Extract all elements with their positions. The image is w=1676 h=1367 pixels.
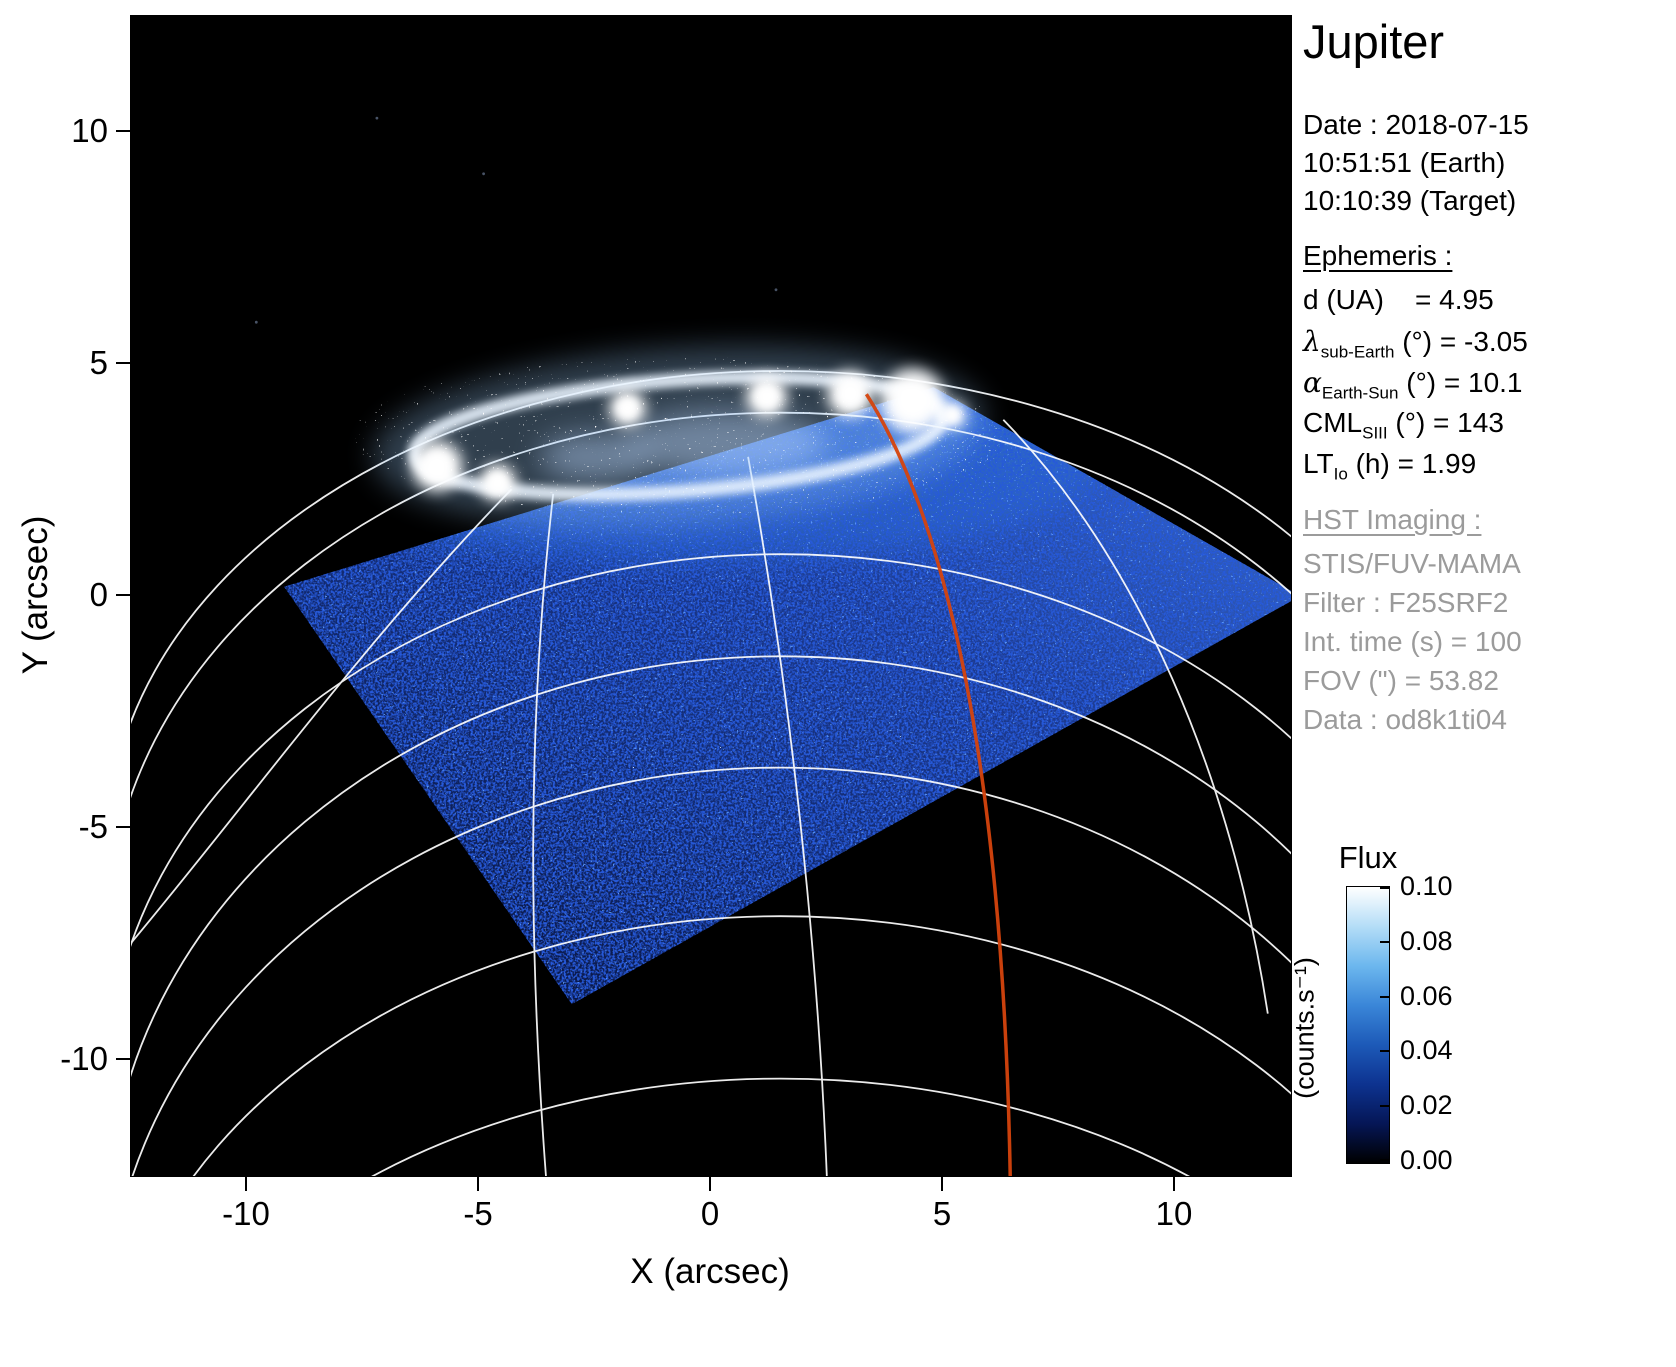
date-block: Date : 2018-07-15 10:51:51 (Earth) 10:10… [1303, 106, 1529, 220]
colorbar-tick-label: 0.08 [1400, 925, 1453, 956]
x-tick-label: -10 [222, 1195, 270, 1232]
x-tick [244, 1177, 248, 1191]
x-tick-label: 10 [1155, 1195, 1193, 1232]
ephemeris-heading: Ephemeris : [1303, 240, 1453, 271]
figure-title: Jupiter [1303, 15, 1445, 68]
colorbar-tick-label: 0.10 [1400, 871, 1453, 901]
colorbar-tick-label: 0.06 [1400, 980, 1453, 1011]
colorbar-tick [1380, 1105, 1389, 1108]
ephemeris-text: CML [1303, 407, 1363, 438]
plot-area [130, 15, 1292, 1177]
ephemeris-subscript: Earth-Sun [1321, 383, 1399, 403]
plot-canvas [131, 16, 1291, 1176]
colorbar-tick-label: 0.00 [1400, 1145, 1453, 1175]
y-tick [116, 1057, 130, 1061]
ephemeris-text: (°) = 10.1 [1398, 367, 1523, 398]
ephemeris-subscript: sub-Earth [1320, 342, 1395, 362]
ephemeris-row: d (UA) = 4.95 [1303, 284, 1528, 325]
x-tick [476, 1177, 480, 1191]
y-tick-label: -10 [60, 1040, 108, 1077]
colorbar-tick-label: 0.02 [1400, 1090, 1453, 1121]
ephemeris-text: λ [1303, 325, 1321, 358]
colorbar-tick [1380, 995, 1389, 998]
ephemeris-text: LT [1303, 448, 1334, 479]
y-tick-label: 5 [89, 344, 108, 381]
colorbar-tick [1380, 1159, 1389, 1161]
x-axis-title: X (arcsec) [630, 1252, 790, 1291]
hst-row: Filter : F25SRF2 [1303, 587, 1509, 618]
ephemeris-text: (h) = 1.99 [1347, 448, 1477, 479]
ephemeris-row: λsub-Earth (°) = -3.05 [1303, 325, 1528, 366]
x-tick [940, 1177, 944, 1191]
time-target-line: 10:10:39 (Target) [1303, 185, 1517, 216]
ephemeris-row: αEarth-Sun (°) = 10.1 [1303, 366, 1528, 407]
ephemeris-text: (°) = -3.05 [1394, 326, 1528, 357]
colorbar-tick [1380, 1050, 1389, 1053]
ephemeris-text: d (UA) = 4.95 [1303, 284, 1494, 315]
ephemeris-text: (°) = 143 [1387, 407, 1504, 438]
hst-heading: HST Imaging : [1303, 504, 1482, 535]
hst-row: Int. time (s) = 100 [1303, 626, 1522, 657]
x-tick-label: 5 [932, 1195, 952, 1232]
y-tick-label: 0 [89, 576, 108, 613]
ephemeris-subscript: SIII [1362, 423, 1388, 443]
hst-row: FOV (") = 53.82 [1303, 665, 1499, 696]
y-tick [116, 361, 130, 365]
y-tick [116, 593, 130, 597]
colorbar-unit-label: (counts.s⁻¹) [1289, 957, 1320, 1099]
colorbar-tick [1380, 940, 1389, 943]
colorbar [1346, 886, 1390, 1164]
ephemeris-row: LTIo (h) = 1.99 [1303, 448, 1528, 489]
colorbar-tick [1380, 887, 1389, 889]
ephemeris-subscript: Io [1333, 464, 1348, 484]
colorbar-tick-label: 0.04 [1400, 1035, 1453, 1066]
x-tick-label: 0 [700, 1195, 720, 1232]
y-tick [116, 825, 130, 829]
hst-row: STIS/FUV-MAMA [1303, 548, 1521, 579]
ephemeris-row: CMLSIII (°) = 143 [1303, 407, 1528, 448]
x-tick [708, 1177, 712, 1191]
hst-row: Data : od8k1ti04 [1303, 704, 1507, 735]
y-tick [116, 129, 130, 133]
y-tick-label: -5 [78, 808, 108, 845]
colorbar-title: Flux [1338, 840, 1398, 875]
time-earth-line: 10:51:51 (Earth) [1303, 147, 1506, 178]
y-tick-label: 10 [71, 112, 108, 149]
x-tick [1172, 1177, 1176, 1191]
hst-rows: STIS/FUV-MAMA Filter : F25SRF2 Int. time (… [1303, 548, 1522, 743]
ephemeris-text: α [1303, 366, 1322, 399]
ephemeris-rows: d (UA) = 4.95 λsub-Earth (°) = -3.05 αEart… [1303, 284, 1528, 489]
date-line: Date : 2018-07-15 [1303, 109, 1529, 140]
x-tick-label: -5 [463, 1195, 493, 1232]
